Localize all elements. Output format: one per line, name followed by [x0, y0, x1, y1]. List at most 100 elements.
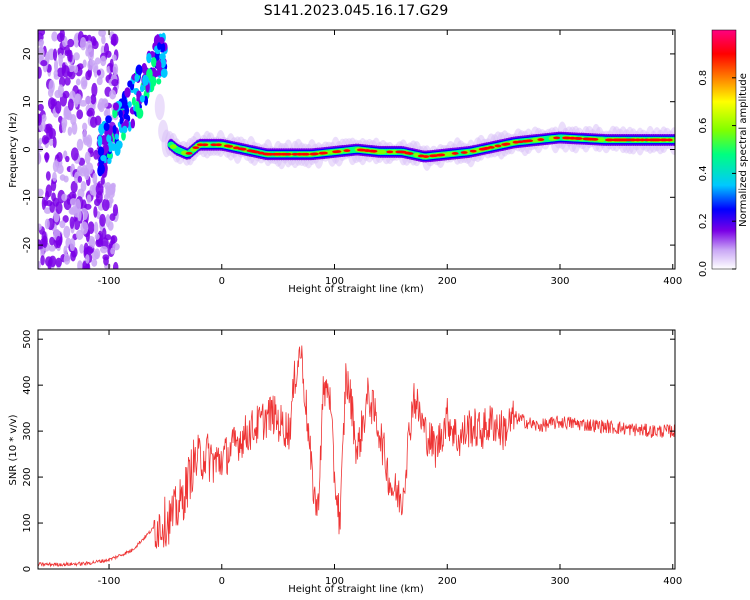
spectrogram-noise-blob	[57, 84, 64, 98]
y-tick-label: 500	[22, 330, 33, 349]
spectrogram-noise-blob	[43, 136, 50, 144]
spectrogram-noise-blob	[67, 38, 75, 48]
spectrogram-arm-blob	[98, 123, 105, 135]
spectrogram-noise-blob	[89, 116, 98, 128]
spectrogram-noise-blob	[102, 254, 110, 261]
x-tick-label: -100	[98, 276, 121, 287]
spectrogram-noise-blob	[109, 213, 116, 222]
spectrogram-arm-blob	[107, 140, 114, 153]
spectrogram-noise-blob	[82, 59, 87, 68]
spectrogram-noise-blob	[93, 248, 101, 260]
spectrogram-noise-blob	[38, 145, 44, 153]
spectrogram-arm-blob	[127, 101, 132, 108]
spectrogram-arm-blob	[158, 37, 165, 45]
spectrogram-arm-blob	[107, 157, 112, 165]
spectrogram-noise-blob	[38, 46, 44, 54]
spectrogram-arm-blob	[121, 125, 128, 134]
spectrogram-ridge	[526, 139, 534, 143]
spectrogram-ridge	[503, 142, 511, 146]
spectrogram-noise-blob	[38, 152, 42, 165]
spectrogram-noise-blob	[91, 258, 98, 267]
spectrogram-noise-blob	[57, 47, 65, 56]
spectrogram-noise-blob	[112, 63, 119, 76]
spectrogram-noise-blob	[84, 168, 90, 181]
spectrogram-noise-blob	[92, 172, 98, 185]
spectrogram-noise-blob	[79, 244, 85, 254]
spectrogram-noise-blob	[64, 76, 71, 86]
spectrogram-noise-blob	[62, 90, 70, 99]
colorbar-label: Normalized spectral amplitude	[738, 73, 749, 227]
spectrogram-noise-blob	[94, 233, 100, 240]
colorbar-gradient	[711, 29, 737, 270]
spectrogram-arm-blob	[124, 104, 130, 116]
y-tick-label: 20	[22, 48, 33, 61]
spectrogram-arm-blob	[160, 68, 168, 78]
spectrogram-noise-blob	[84, 203, 92, 210]
spectrogram-arm-blob	[130, 118, 136, 129]
spectrogram-noise-blob	[52, 48, 58, 61]
spectrogram-arm-blob	[152, 70, 160, 77]
y-tick-label: 400	[22, 376, 33, 395]
spectrogram-noise-blob	[73, 52, 80, 61]
y-tick-label: 0	[22, 146, 33, 152]
spectrogram-arm-blob	[97, 135, 103, 147]
spectrogram-ridge	[390, 149, 398, 155]
spectrogram-noise-blob	[96, 76, 103, 86]
spectrogram-arm-blob	[124, 87, 131, 98]
spectrogram-arm-blob	[135, 64, 143, 76]
spectrogram-noise-blob	[82, 122, 88, 131]
spectrogram-ridge	[334, 150, 342, 153]
x-tick-label: 0	[219, 576, 225, 587]
spectrogram-noise-blob	[85, 70, 92, 81]
spectrogram-noise-blob	[51, 31, 58, 42]
y-tick-label: 200	[22, 468, 33, 487]
spectrogram-arm-blob	[112, 125, 117, 135]
spectrogram-noise-blob	[40, 248, 45, 258]
spectrogram-halo	[154, 93, 165, 121]
spectrogram-noise-blob	[59, 174, 66, 181]
y-tick-label: 100	[22, 513, 33, 532]
spectrogram-arm-blob	[102, 143, 109, 154]
snr-frame	[37, 329, 676, 570]
spectrogram-noise-blob	[101, 198, 110, 212]
spectrogram-noise-blob	[48, 138, 54, 147]
spectrogram-noise-blob	[44, 152, 49, 163]
spectrogram-noise-blob	[51, 192, 56, 202]
spectrogram-ridge	[494, 144, 502, 148]
spectrogram-noise-blob	[44, 256, 53, 267]
spectrogram-noise-blob	[100, 176, 105, 185]
y-tick-label: -10	[22, 189, 33, 205]
spectrogram-noise-blob	[44, 218, 50, 230]
spectrogram-ridge	[343, 149, 351, 152]
x-tick-label: 0	[219, 276, 225, 287]
spectrogram-noise-blob	[85, 254, 90, 264]
spectrogram-ridge	[214, 143, 222, 147]
spectrogram-noise-blob	[43, 207, 52, 214]
spectrogram-noise-blob	[110, 38, 117, 46]
spectrogram-noise-blob	[104, 234, 112, 241]
spectrogram-noise-blob	[91, 82, 98, 97]
spectrogram-arm-blob	[119, 116, 124, 125]
spectrogram-noise-blob	[76, 138, 84, 151]
spectrogram-arm-blob	[155, 59, 162, 71]
spectrogram-noise-blob	[77, 175, 83, 183]
spectrogram-noise-blob	[38, 260, 41, 269]
spectrogram-noise-blob	[108, 197, 114, 204]
spectrogram-noise-blob	[55, 201, 63, 215]
spectrogram-noise-blob	[69, 207, 75, 215]
spectrogram-arm-blob	[115, 140, 123, 150]
spectrogram-noise-blob	[62, 215, 69, 223]
spectrogram-noise-blob	[63, 245, 68, 257]
spectrogram-noise-blob	[112, 243, 120, 251]
spectrogram-noise-blob	[93, 206, 98, 218]
spectrogram-arm-blob	[160, 57, 167, 69]
spectrogram-noise-blob	[48, 245, 56, 252]
spectrogram-ridge	[575, 137, 583, 140]
x-tick-label: 200	[438, 576, 457, 587]
spectrogram-noise-blob	[63, 198, 72, 211]
x-tick-label: 200	[438, 276, 457, 287]
spectrogram-arm-blob	[118, 109, 123, 119]
spectrogram-arm-blob	[112, 102, 119, 111]
